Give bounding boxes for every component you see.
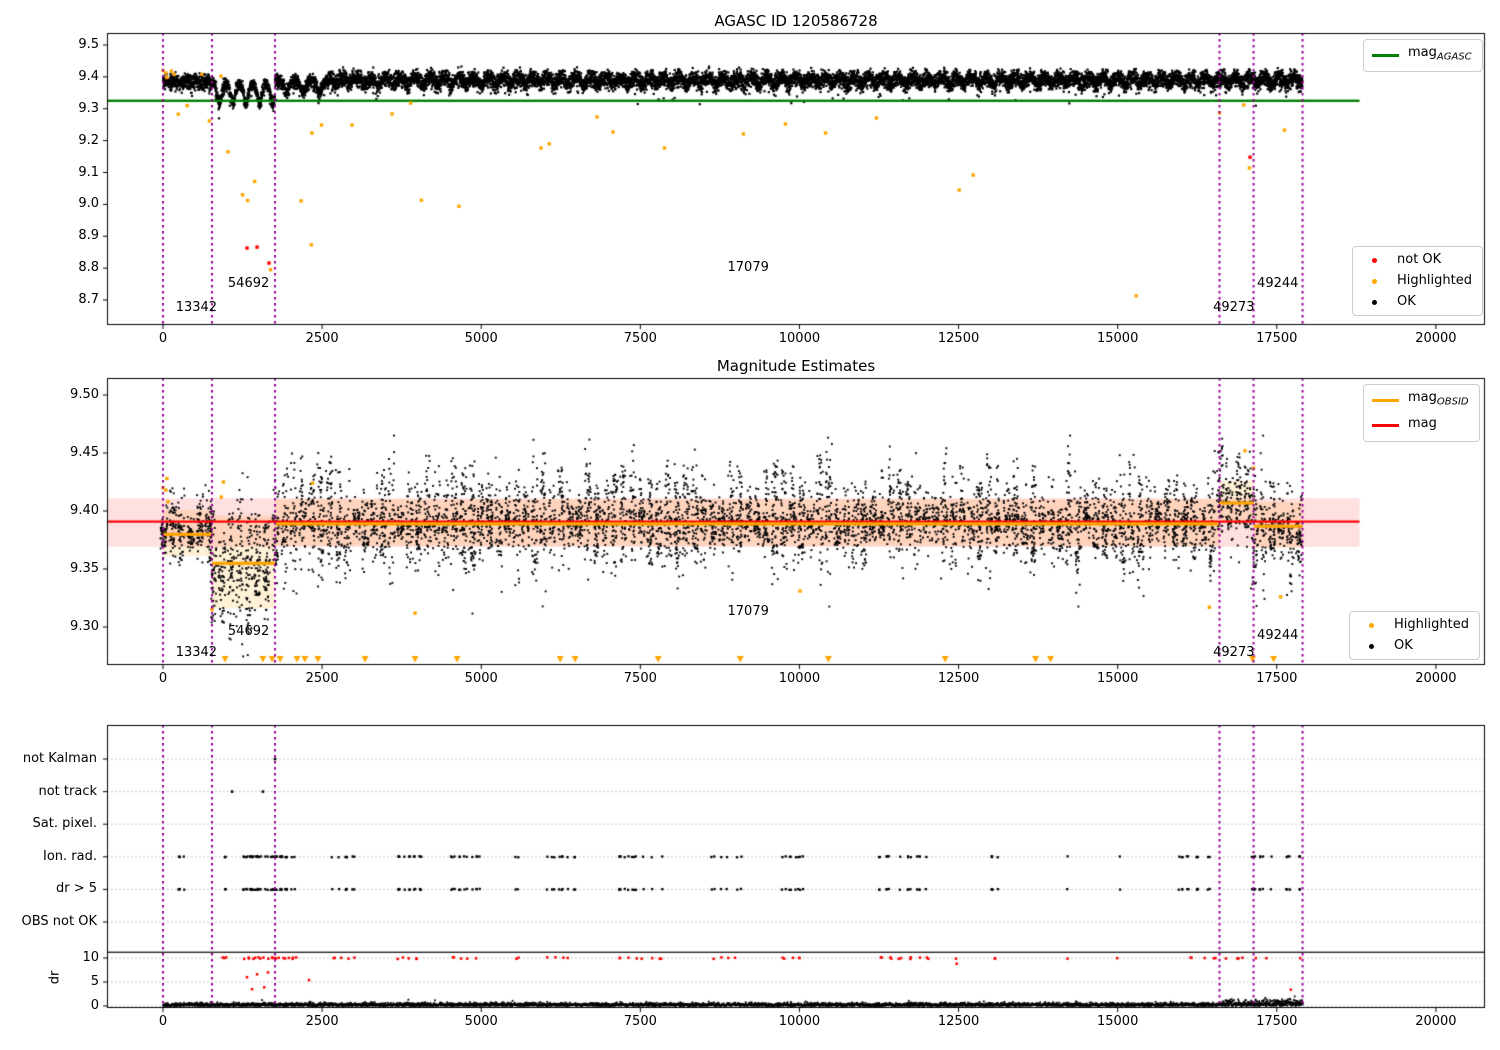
chart3-x-tick-label: 20000	[1415, 1014, 1457, 1029]
flag-row-label: Sat. pixel.	[32, 816, 97, 832]
chart1-x-tick-label: 7500	[623, 331, 657, 346]
legend-entry-mag: mag	[1372, 416, 1469, 437]
chart2-obsid-annotation: 54692	[227, 623, 270, 639]
chart1-obsid-annotation: 49273	[1213, 299, 1255, 315]
legend-label: magOBSID	[1408, 390, 1469, 408]
legend-label: mag	[1408, 415, 1437, 431]
chart1-y-tick-label: 9.1	[78, 164, 99, 180]
legend-label: Highlighted	[1394, 617, 1469, 632]
chart3-x-tick-label: 2500	[305, 1014, 339, 1029]
chart2-x-tick-label: 10000	[778, 671, 821, 686]
legend-label: not OK	[1397, 252, 1442, 267]
not-ok-dot-sample	[1372, 257, 1377, 263]
chart1-x-tick-label: 10000	[778, 331, 821, 346]
flag-row-label: OBS not OK	[21, 914, 98, 929]
dot-sample-wrap	[1361, 257, 1388, 263]
chart1-x-tick-label: 5000	[464, 331, 498, 346]
chart1-y-tick-label: 8.8	[78, 260, 99, 276]
chart1-y-tick-label: 8.7	[78, 292, 99, 307]
chart1-y-tick-label: 9.0	[78, 196, 99, 212]
legend-entry-highlighted: Highlighted	[1361, 273, 1472, 289]
legend-entry-not-ok: not OK	[1361, 252, 1472, 268]
chart3-x-tick-label: 7500	[623, 1014, 657, 1029]
chart1-y-tick-label: 9.5	[78, 37, 99, 52]
legend-top-points: not OK Highlighted OK	[1352, 246, 1483, 316]
legend-label: OK	[1397, 294, 1416, 309]
chart2-obsid-annotation: 17079	[727, 603, 769, 619]
dot-sample-wrap	[1358, 643, 1385, 649]
chart1-x-tick-label: 0	[158, 331, 168, 346]
chart1-x-tick-label: 17500	[1256, 331, 1298, 346]
chart2-y-tick-label: 9.40	[70, 503, 99, 518]
legend-mag-lines: magOBSID mag	[1363, 384, 1480, 443]
chart1-y-tick-label: 9.3	[78, 100, 99, 116]
chart3-x-tick-label: 15000	[1096, 1014, 1139, 1029]
chart2-y-tick-label: 9.45	[70, 445, 99, 460]
chart2-x-tick-label: 0	[158, 671, 168, 686]
chart1-x-tick-label: 2500	[305, 331, 339, 346]
legend-entry-ok: OK	[1361, 294, 1472, 310]
chart1-y-tick-label: 9.4	[78, 68, 99, 84]
flag-row-label: Ion. rad.	[43, 848, 97, 864]
dr-tick-label: 5	[90, 974, 99, 989]
legend-entry-highlighted: Highlighted	[1358, 617, 1469, 633]
highlighted-dot-sample	[1369, 622, 1374, 628]
chart1-title: AGASC ID 120586728	[714, 12, 878, 30]
chart2-x-tick-label: 12500	[937, 671, 980, 686]
chart2-x-tick-label: 20000	[1415, 671, 1457, 686]
chart1-x-tick-label: 12500	[937, 331, 980, 346]
legend-mag-agasc: magAGASC	[1363, 39, 1483, 72]
legend-entry-ok: OK	[1358, 638, 1469, 654]
chart2-x-tick-label: 17500	[1256, 671, 1298, 686]
legend-label: OK	[1394, 638, 1413, 653]
chart1-y-tick-label: 9.2	[78, 132, 99, 148]
chart3-x-tick-label: 0	[158, 1014, 168, 1029]
legend-entry-mag-obsid: magOBSID	[1372, 390, 1469, 411]
chart2-y-tick-label: 9.30	[70, 619, 99, 634]
mag-line-sample	[1372, 424, 1399, 428]
dr-tick-label: 10	[82, 950, 99, 965]
legend-mid-points: Highlighted OK	[1349, 611, 1480, 660]
flag-row-label: dr > 5	[55, 881, 97, 897]
ok-dot-sample	[1372, 299, 1377, 305]
legend-label: magAGASC	[1408, 45, 1472, 63]
chart2-title: Magnitude Estimates	[716, 357, 876, 375]
highlighted-dot-sample	[1372, 278, 1377, 284]
flag-row-label: not Kalman	[22, 751, 97, 766]
chart1-x-tick-label: 15000	[1096, 331, 1139, 346]
chart1-obsid-annotation: 13342	[175, 299, 218, 315]
chart2-x-tick-label: 2500	[305, 671, 339, 686]
chart1-obsid-annotation: 17079	[727, 260, 769, 276]
dot-sample-wrap	[1361, 299, 1388, 305]
ok-dot-sample	[1369, 643, 1374, 649]
chart1-x-tick-label: 20000	[1415, 331, 1457, 346]
flag-row-label: not track	[38, 783, 97, 799]
chart2-x-tick-label: 5000	[464, 671, 498, 686]
chart2-x-tick-label: 15000	[1096, 671, 1139, 686]
chart3-x-tick-label: 5000	[464, 1014, 498, 1029]
chart1-obsid-annotation: 54692	[227, 276, 270, 292]
chart2-y-tick-label: 9.50	[70, 387, 99, 402]
chart2-y-tick-label: 9.35	[70, 561, 99, 576]
legend-label: Highlighted	[1397, 273, 1472, 288]
chart3-x-tick-label: 17500	[1256, 1014, 1298, 1029]
dot-sample-wrap	[1361, 278, 1388, 284]
legend-entry-mag-agasc: magAGASC	[1372, 45, 1472, 66]
chart2-obsid-annotation: 49273	[1213, 644, 1255, 660]
dot-sample-wrap	[1358, 622, 1385, 628]
chart3-x-tick-label: 10000	[778, 1014, 821, 1029]
chart2-obsid-annotation: 13342	[175, 644, 218, 660]
chart3-x-tick-label: 12500	[937, 1014, 980, 1029]
mag-agasc-line-sample	[1372, 53, 1399, 57]
chart2-x-tick-label: 7500	[623, 671, 657, 686]
chart1-y-tick-label: 8.9	[78, 228, 99, 244]
chart2-obsid-annotation: 49244	[1257, 628, 1299, 644]
dr-tick-label: 0	[90, 998, 99, 1013]
mag-obsid-line-sample	[1372, 398, 1399, 402]
chart1-obsid-annotation: 49244	[1257, 276, 1299, 292]
